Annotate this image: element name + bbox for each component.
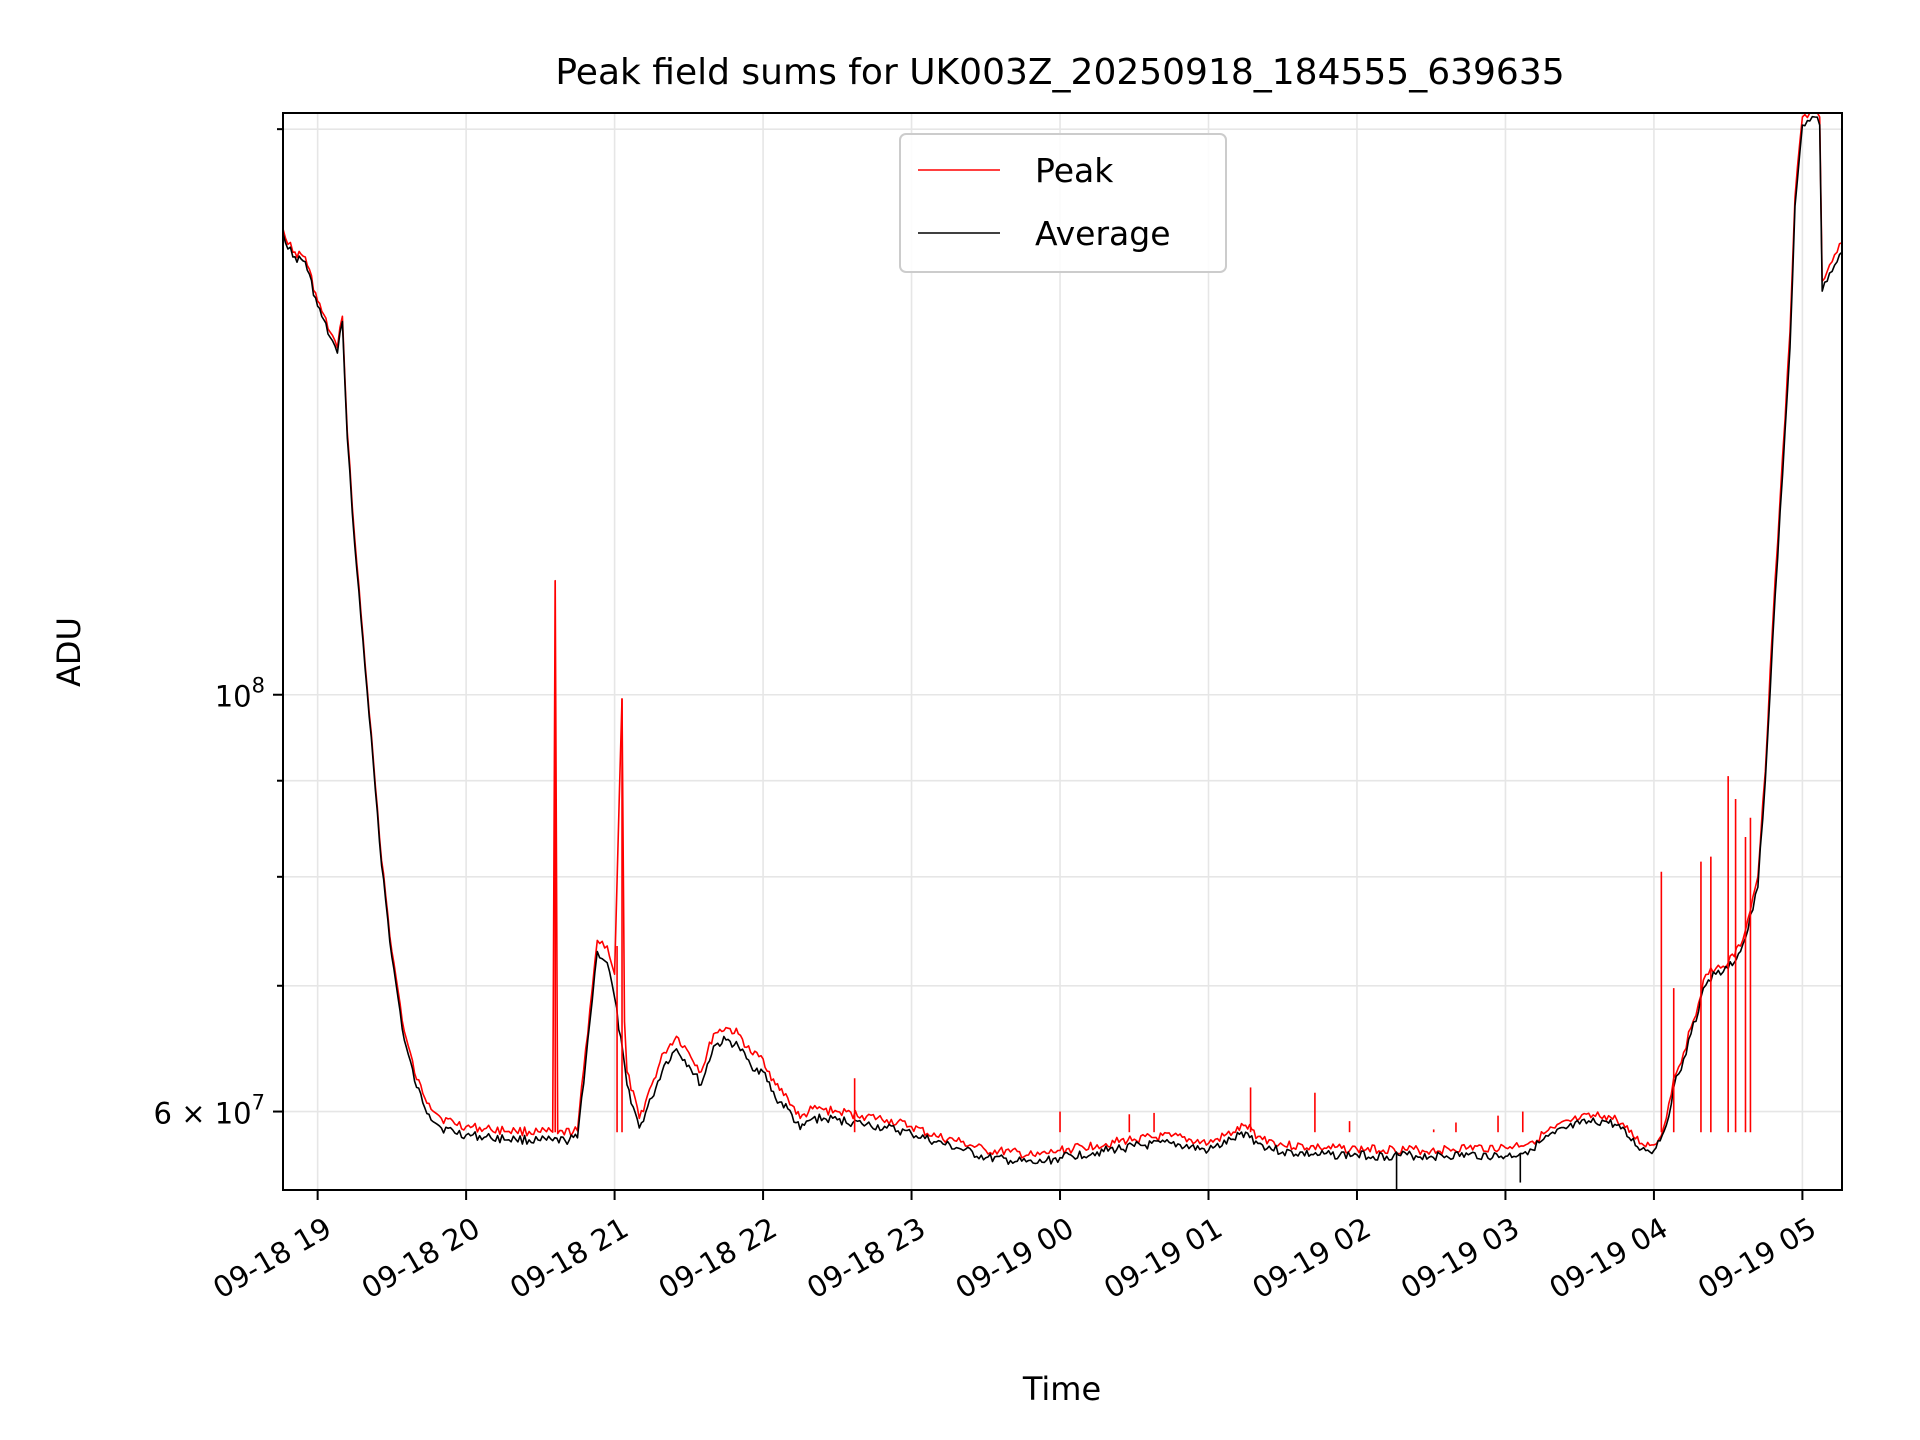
y-tick-label: 6 × 107 (154, 1091, 265, 1131)
y-axis: 6 × 107 108 (154, 128, 283, 1131)
x-axis-label: Time (1022, 1370, 1101, 1408)
legend-box (899, 133, 1227, 273)
series-layer (283, 113, 1842, 1190)
legend-label-average: Average (1035, 214, 1171, 253)
chart-title: Peak field sums for UK003Z_20250918_1845… (555, 52, 1564, 93)
series-line-average (283, 115, 1842, 1165)
series-line-peak (283, 113, 1842, 1159)
legend: Peak Average (899, 133, 1227, 273)
y-axis-label: ADU (50, 617, 88, 687)
plot-frame (282, 112, 1843, 1191)
y-tick-label: 108 (215, 674, 265, 714)
grid (283, 113, 1842, 1190)
legend-label-peak: Peak (1035, 151, 1114, 190)
